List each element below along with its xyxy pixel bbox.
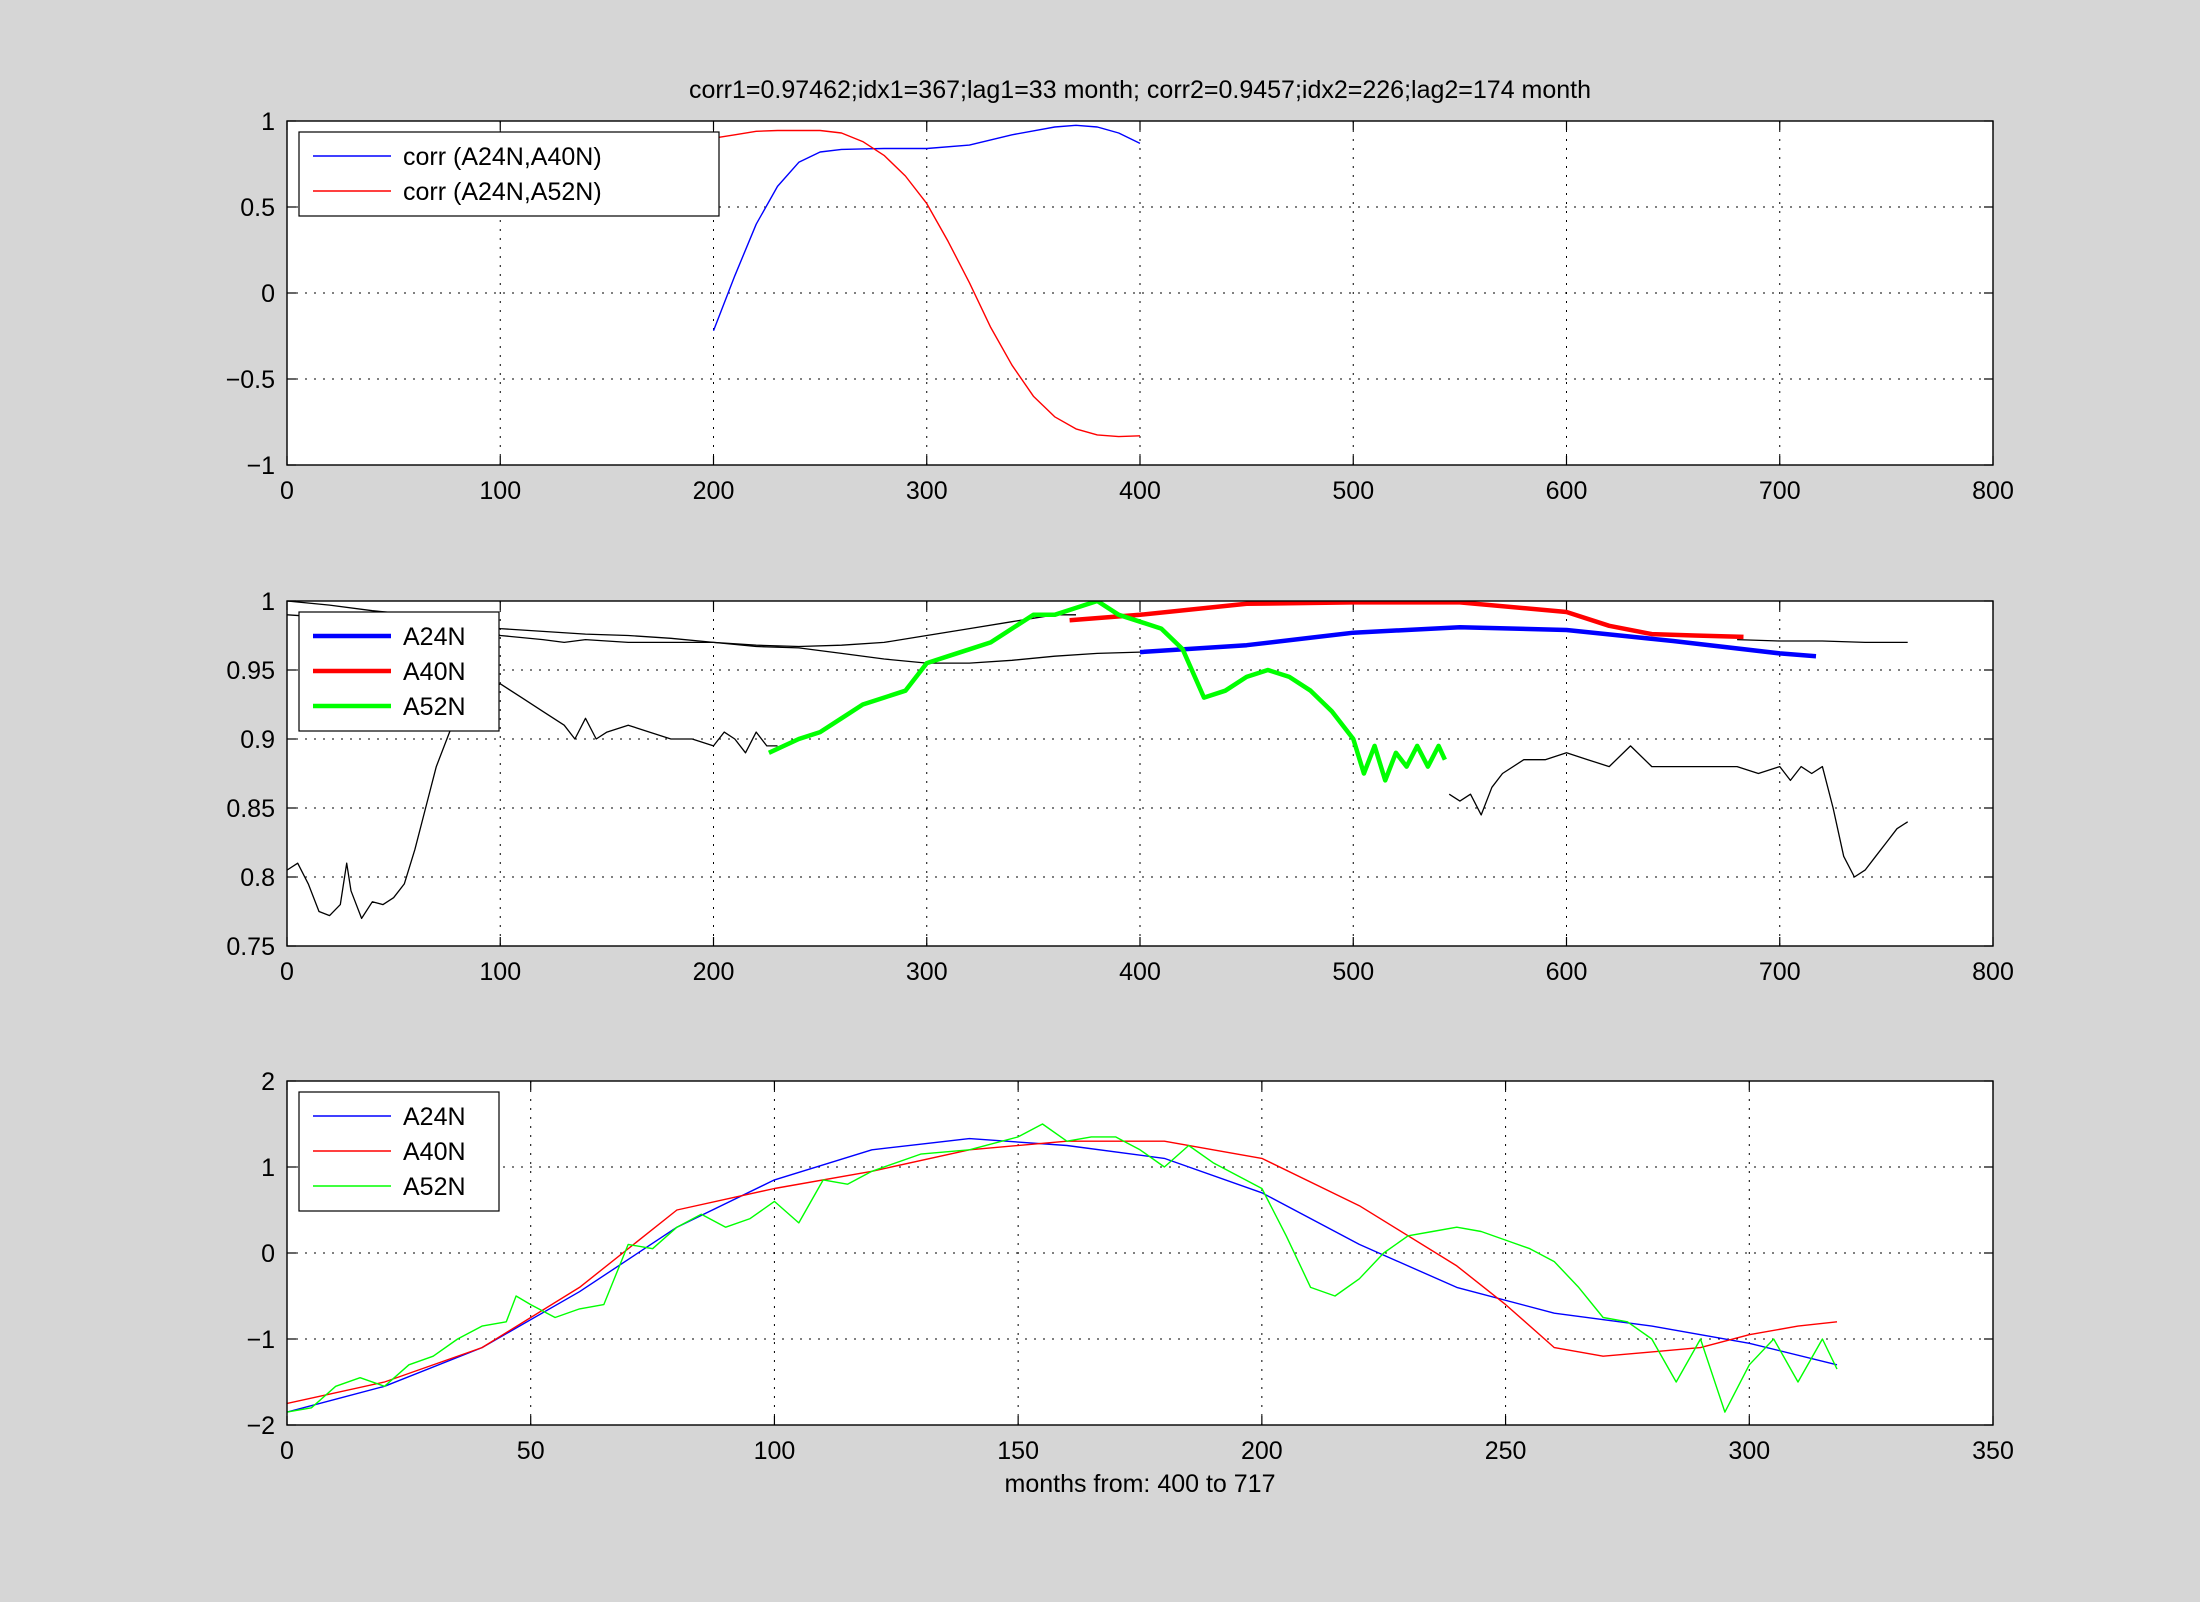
series-corr-a24n-a40n-line bbox=[712, 124, 1141, 332]
legend-label-corr-a24n-a40n: corr (A24N,A40N) bbox=[403, 143, 602, 171]
series-reference-4-line bbox=[1737, 638, 1908, 644]
x-tick-label: 200 bbox=[1241, 1437, 1283, 1465]
legend-label-a40n: A40N bbox=[403, 1138, 466, 1166]
x-tick-label: 500 bbox=[1332, 958, 1374, 986]
axes-frame bbox=[286, 1080, 1994, 1426]
y-tick-label: −1 bbox=[246, 1326, 275, 1354]
x-tick-label: 600 bbox=[1546, 958, 1588, 986]
x-tick-label: 100 bbox=[479, 477, 521, 505]
y-tick-label: −0.5 bbox=[226, 366, 275, 394]
legend: A24N A40N A52N bbox=[298, 1091, 500, 1212]
y-tick-label: 0.5 bbox=[240, 194, 275, 222]
x-tick-label: 0 bbox=[280, 958, 294, 986]
x-tick-label: 250 bbox=[1485, 1437, 1527, 1465]
y-tick-label: 0.75 bbox=[226, 933, 275, 961]
y-tick-label: 0.95 bbox=[226, 657, 275, 685]
subplot-correlation: 0 100 200 300 400 500 600 700 800 −1 −0.5 0 0.5 1 corr… bbox=[226, 108, 2014, 505]
series-a24n-line bbox=[1139, 624, 1817, 659]
legend-label-a52n: A52N bbox=[403, 693, 466, 721]
legend-label-a24n: A24N bbox=[403, 1103, 466, 1131]
x-tick-label: 600 bbox=[1546, 477, 1588, 505]
x-tick-label: 300 bbox=[1728, 1437, 1770, 1465]
x-tick-label: 100 bbox=[479, 958, 521, 986]
x-tick-label: 150 bbox=[997, 1437, 1039, 1465]
legend-label-a24n: A24N bbox=[403, 623, 466, 651]
legend-label-a52n: A52N bbox=[403, 1173, 466, 1201]
x-tick-label: 700 bbox=[1759, 958, 1801, 986]
y-tick-label: −1 bbox=[246, 452, 275, 480]
legend: corr (A24N,A40N) corr (A24N,A52N) bbox=[298, 131, 720, 217]
series-a24n-line bbox=[287, 1137, 1838, 1413]
series-reference-3-line bbox=[1448, 745, 1909, 878]
x-tick-label: 700 bbox=[1759, 477, 1801, 505]
subplot-lagged-series: 0 50 100 150 200 250 300 350 −2 −1 0 1 2 A24N A40N A52N bbox=[246, 1068, 2013, 1465]
y-tick-label: −2 bbox=[246, 1412, 275, 1440]
series-corr-a24n-a52n-line bbox=[713, 129, 1141, 438]
bottom-xlabel: months from: 400 to 717 bbox=[1005, 1470, 1276, 1498]
x-tick-label: 400 bbox=[1119, 477, 1161, 505]
y-tick-label: 2 bbox=[261, 1068, 275, 1096]
x-tick-label: 800 bbox=[1972, 958, 2014, 986]
x-tick-label: 200 bbox=[693, 958, 735, 986]
x-tick-label: 350 bbox=[1972, 1437, 2014, 1465]
y-tick-label: 0.8 bbox=[240, 864, 275, 892]
y-tick-label: 1 bbox=[261, 588, 275, 616]
x-tick-label: 800 bbox=[1972, 477, 2014, 505]
y-tick-label: 0.9 bbox=[240, 726, 275, 754]
x-tick-label: 500 bbox=[1332, 477, 1374, 505]
legend-label-corr-a24n-a52n: corr (A24N,A52N) bbox=[403, 178, 602, 206]
x-tick-label: 300 bbox=[906, 477, 948, 505]
y-tick-label: 1 bbox=[261, 1154, 275, 1182]
series-a52n-line bbox=[287, 1123, 1838, 1413]
legend-label-a40n: A40N bbox=[403, 658, 466, 686]
x-tick-label: 0 bbox=[280, 477, 294, 505]
figure-title: corr1=0.97462;idx1=367;lag1=33 month; co… bbox=[689, 76, 1591, 104]
axes-frame bbox=[286, 120, 1994, 466]
y-tick-label: 0 bbox=[261, 1240, 275, 1268]
x-tick-label: 100 bbox=[754, 1437, 796, 1465]
series-a52n-line bbox=[767, 601, 1447, 783]
x-tick-label: 400 bbox=[1119, 958, 1161, 986]
y-tick-label: 0.85 bbox=[226, 795, 275, 823]
plot-area bbox=[287, 1081, 1993, 1425]
x-tick-label: 200 bbox=[693, 477, 735, 505]
x-tick-label: 0 bbox=[280, 1437, 294, 1465]
series-a40n-line bbox=[1069, 601, 1744, 640]
axes-frame bbox=[286, 600, 1994, 947]
y-tick-label: 0 bbox=[261, 280, 275, 308]
x-tick-label: 300 bbox=[906, 958, 948, 986]
subplot-normalized-series: 0 100 200 300 400 500 600 700 800 0.75 0.8 0.85 0.9 0… bbox=[226, 588, 2014, 986]
x-tick-label: 50 bbox=[517, 1437, 545, 1465]
legend: A24N A40N A52N bbox=[298, 611, 500, 732]
series-a40n-line bbox=[287, 1140, 1838, 1405]
y-tick-label: 1 bbox=[261, 108, 275, 136]
legend-box bbox=[298, 131, 720, 217]
